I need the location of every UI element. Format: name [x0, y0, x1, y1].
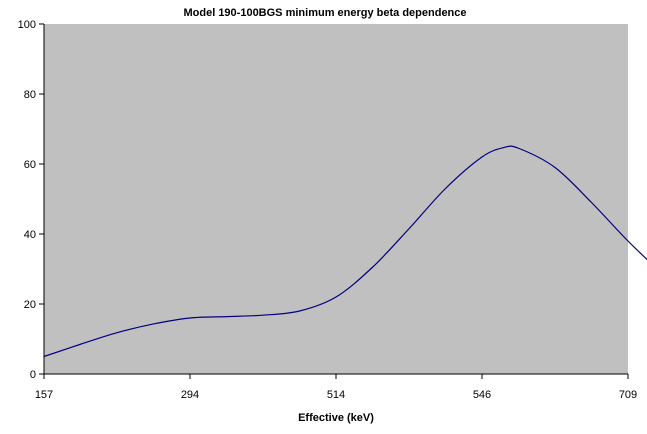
y-tick-label: 60 [24, 159, 36, 171]
x-tick-label: 157 [35, 389, 53, 401]
y-tick-label: 20 [24, 299, 36, 311]
y-tick-label: 80 [24, 89, 36, 101]
y-tick-label: 100 [18, 19, 36, 31]
x-tick-label: 709 [619, 389, 637, 401]
series-line [43, 145, 647, 358]
x-tick-label: 514 [327, 389, 345, 401]
y-tick-label: 40 [24, 229, 36, 241]
plot-area [44, 24, 628, 374]
x-tick-label: 294 [181, 389, 199, 401]
x-axis-label: Effective (keV) [298, 412, 374, 424]
y-axis-ticks: 0 20 40 60 80 100 [18, 19, 44, 381]
y-tick-label: 0 [30, 369, 36, 381]
x-tick-label: 546 [473, 389, 491, 401]
chart-title: Model 190-100BGS minimum energy beta dep… [183, 7, 466, 19]
x-axis-ticks: 157 294 514 546 709 [35, 374, 637, 401]
